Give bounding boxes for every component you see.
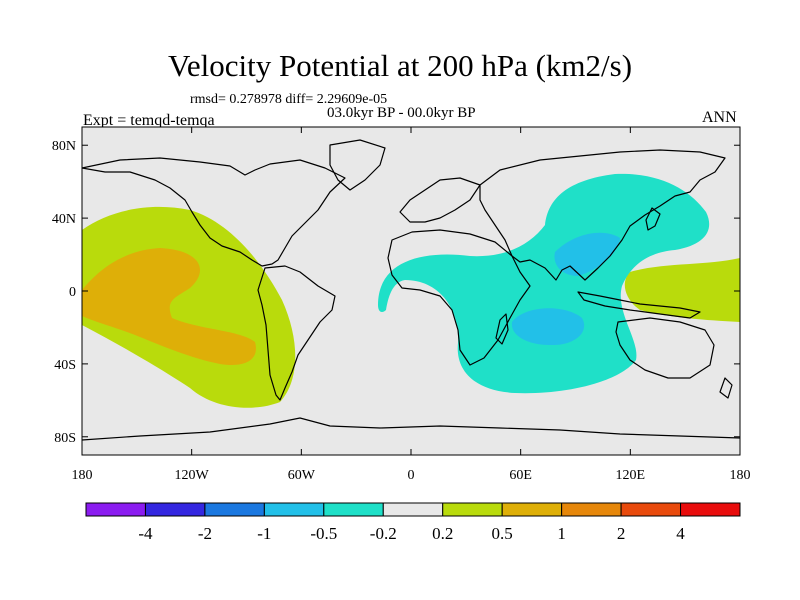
coast-asia [479,149,726,281]
lat-label: 80S [54,431,76,446]
lon-label: 0 [408,468,415,483]
lat-ticks: 80N 40N 0 40S 80S [52,139,740,446]
lat-label: 40S [54,358,76,373]
colorbar-swatch [85,502,146,517]
lon-label: 120W [175,468,210,483]
colorbar-label: -4 [138,524,153,543]
coast-africa [387,229,531,366]
lon-ticks: 180 120W 60W 0 60E 120E 180 [72,127,751,483]
lon-label: 60W [288,468,316,483]
anomaly-pos-weak-westpacific [624,258,740,322]
coast-indonesia [577,291,701,319]
anomaly-neg-weak-indian [378,173,710,394]
season-label: ANN [702,109,737,126]
stats-text: rmsd= 0.278978 diff= 2.29609e-05 [190,92,388,107]
colorbar-label: 0.5 [492,524,513,543]
colorbar-label: 0.2 [432,524,453,543]
colorbar-label: 2 [617,524,626,543]
lon-label: 180 [72,468,93,483]
coast-europe [399,177,481,223]
anomaly-pos-mid-pacific [82,248,256,366]
lat-label: 0 [69,285,76,300]
colorbar-label: -2 [198,524,212,543]
coast-australia [615,317,715,379]
anomaly-neg-mid-asia [554,232,620,276]
experiment-label: Expt = temqd-temqa [83,112,215,129]
coast-madagascar [495,313,509,345]
colorbar-label: 1 [557,524,566,543]
lat-label: 40N [52,212,76,227]
colorbar-swatch [382,502,444,517]
coastlines [82,139,740,441]
colorbar-swatch [323,502,384,517]
colorbar-label: -1 [257,524,271,543]
coast-japan [645,207,661,231]
coast-antarctica [82,417,740,441]
colorbar-label: -0.2 [370,524,397,543]
colorbar-swatch [204,502,265,517]
coast-north-america [82,157,346,267]
colorbar-swatch [263,502,325,517]
colorbar-swatch [620,502,682,517]
lon-label: 120E [616,468,646,483]
coast-south-america [257,265,336,401]
anomaly-neg-mid-indian [511,308,585,346]
coast-greenland [329,139,386,191]
lon-label: 180 [730,468,751,483]
colorbar-label: 4 [676,524,685,543]
colorbar-swatch [680,502,741,517]
chart-title: Velocity Potential at 200 hPa (km2/s) [167,48,633,83]
colorbar-label: -0.5 [310,524,337,543]
colorbar: -4 -2 -1 -0.5 -0.2 0.2 0.5 1 2 4 [85,502,741,543]
coast-new-zealand [719,377,733,399]
colorbar-swatch [442,502,503,517]
colorbar-swatch [501,502,563,517]
colorbar-swatch [144,502,206,517]
period-text: 03.0kyr BP - 00.0kyr BP [327,105,476,121]
lat-label: 80N [52,139,76,154]
colorbar-swatch [561,502,622,517]
lon-label: 60E [509,468,532,483]
